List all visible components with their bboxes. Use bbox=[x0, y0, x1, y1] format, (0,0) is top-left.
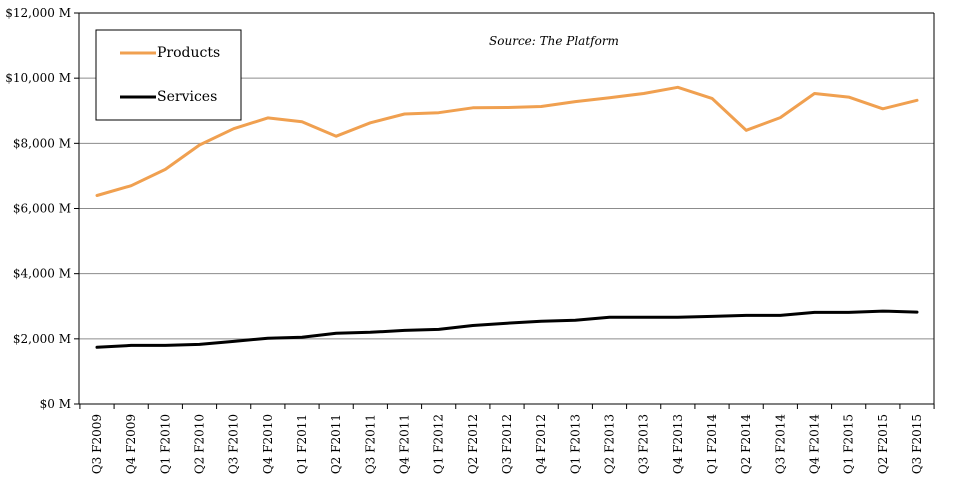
x-axis: Q3 F2009 Q4 F2009 Q1 F2010 Q2 F2010 Q3 F2010… bbox=[79, 403, 935, 475]
x-tick-label: Q4 F2014 bbox=[808, 414, 822, 475]
legend-box bbox=[95, 29, 242, 121]
legend-label-services: Services bbox=[157, 89, 217, 105]
y-tick-label: $10,000 M bbox=[5, 71, 71, 85]
x-tick-label: Q3 F2015 bbox=[910, 414, 924, 474]
x-tick-label: Q4 F2012 bbox=[534, 414, 548, 474]
x-tick-label: Q1 F2011 bbox=[295, 414, 309, 474]
y-tick-label: $2,000 M bbox=[13, 332, 71, 346]
y-axis: $0 M $2,000 M $4,000 M $6,000 M $8,000 M $10,… bbox=[5, 6, 80, 411]
x-tick-label: Q1 F2013 bbox=[568, 414, 582, 474]
x-tick-label: Q3 F2014 bbox=[773, 414, 787, 475]
series-lines bbox=[95, 85, 919, 349]
x-tick-label: Q3 F2010 bbox=[227, 414, 241, 474]
x-tick-label: Q1 F2015 bbox=[842, 414, 856, 474]
x-tick-label: Q2 F2011 bbox=[329, 414, 343, 474]
x-tick-label: Q4 F2009 bbox=[124, 414, 138, 474]
x-tick-label: Q3 F2011 bbox=[363, 414, 377, 474]
x-tick-label: Q4 F2011 bbox=[398, 414, 412, 474]
x-tick-label: Q4 F2013 bbox=[671, 414, 685, 474]
x-tick-label: Q4 F2010 bbox=[261, 414, 275, 474]
y-tick-label: $6,000 M bbox=[13, 202, 71, 216]
legend: Products Services bbox=[95, 29, 242, 121]
y-tick-label: $0 M bbox=[40, 397, 71, 411]
x-tick-label: Q1 F2012 bbox=[432, 414, 446, 474]
x-tick-label: Q3 F2013 bbox=[637, 414, 651, 474]
x-tick-label: Q3 F2009 bbox=[90, 414, 104, 474]
series-line-services bbox=[95, 309, 919, 349]
y-tick-label: $12,000 M bbox=[5, 6, 71, 20]
x-tick-label: Q2 F2012 bbox=[466, 414, 480, 474]
x-tick-label: Q2 F2015 bbox=[876, 414, 890, 474]
x-tick-label: Q1 F2014 bbox=[705, 414, 719, 475]
y-tick-label: $4,000 M bbox=[13, 267, 71, 281]
source-annotation: Source: The Platform bbox=[489, 34, 619, 48]
x-tick-label: Q3 F2012 bbox=[500, 414, 514, 474]
x-tick-label: Q2 F2010 bbox=[193, 414, 207, 474]
x-tick-label: Q1 F2010 bbox=[158, 414, 172, 474]
x-tick-label: Q2 F2014 bbox=[739, 414, 753, 475]
legend-label-products: Products bbox=[157, 45, 220, 61]
series-line-products bbox=[95, 85, 919, 197]
y-tick-label: $8,000 M bbox=[13, 136, 71, 150]
x-tick-label: Q2 F2013 bbox=[603, 414, 617, 474]
